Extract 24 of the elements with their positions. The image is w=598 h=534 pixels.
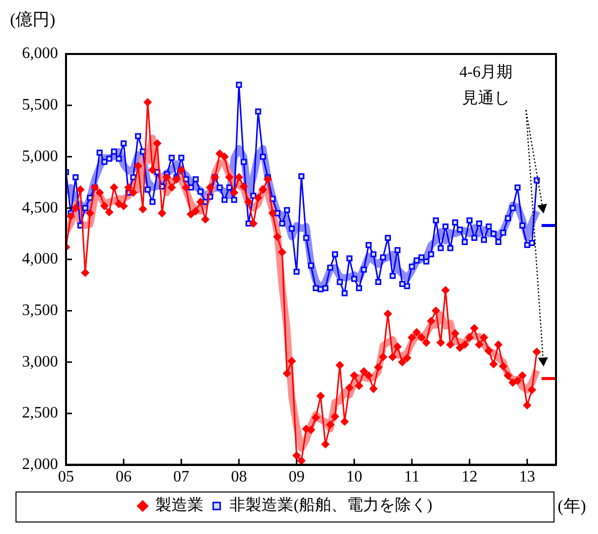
x-tick-label: 12	[462, 468, 478, 486]
y-tick-label: 2,500	[22, 404, 58, 422]
x-tick-label: 07	[173, 468, 190, 486]
x-tick-label: 05	[58, 468, 74, 486]
annotation: 見通し	[461, 88, 511, 109]
x-tick-label: 13	[519, 468, 536, 486]
x-tick-label: 06	[116, 468, 132, 486]
x-tick-label: 10	[346, 468, 362, 486]
y-tick-label: 3,000	[22, 353, 58, 370]
y-tick-label: 6,000	[22, 45, 58, 62]
y-tick-label: 5,000	[22, 148, 58, 165]
x-tick-label: 11	[404, 468, 420, 486]
legend-label: 製造業	[156, 496, 204, 514]
y-tick-label: 5,500	[22, 96, 58, 114]
annotation: 4-6月期	[458, 63, 514, 83]
legend-label: 非製造業(船舶、電力を除く)	[230, 496, 432, 514]
y-tick-label: 4,500	[22, 199, 58, 216]
y-axis-title: (億円)	[10, 10, 56, 29]
x-tick-label: 09	[288, 468, 305, 486]
x-axis-title: (年)	[558, 496, 586, 516]
y-tick-label: 4,000	[22, 250, 58, 268]
x-tick-label: 08	[230, 468, 247, 486]
y-tick-label: 2,000	[22, 456, 58, 474]
y-tick-label: 3,500	[22, 302, 58, 319]
